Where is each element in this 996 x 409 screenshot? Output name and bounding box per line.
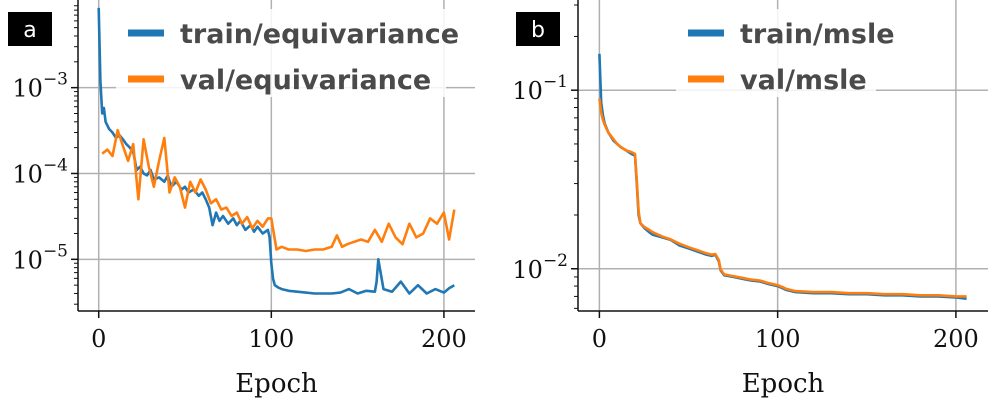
y-tick-label-1: 10−1 (512, 72, 568, 105)
x-tick-label-200: 200 (421, 325, 467, 353)
panel-letter-badge (8, 12, 52, 46)
x-axis-label: Epoch (742, 369, 825, 399)
series-line-val-equivariance (101, 128, 456, 253)
legend-box (116, 9, 446, 97)
series-line-val-msle (598, 98, 967, 298)
legend-label-train-msle: train/msle (740, 19, 895, 50)
legend-label-val-equivariance: val/equivariance (180, 65, 431, 96)
legend-label-train-equivariance: train/equivariance (180, 19, 459, 50)
panel-a: train/equivariance val/equivariance 0 100 20… (8, 0, 475, 399)
y-tick-label-2: 10−3 (12, 70, 68, 103)
panel-letter: a (23, 18, 36, 43)
panel-letter: b (531, 18, 545, 43)
y-tick-label-0: 10−2 (512, 251, 568, 284)
x-tick-label-100: 100 (755, 325, 801, 353)
legend-label-val-msle: val/msle (740, 65, 867, 96)
x-tick-label-0: 0 (592, 325, 607, 353)
x-tick-label-200: 200 (933, 325, 979, 353)
x-tick-label-100: 100 (248, 325, 294, 353)
panel-b: train/msle val/msle 0 100 200 10−2 10−1 Epoch b (512, 0, 988, 399)
x-axis-label: Epoch (235, 369, 318, 399)
x-tick-label-0: 0 (91, 325, 106, 353)
panel-letter-badge (516, 12, 560, 46)
y-tick-label-0: 10−5 (12, 241, 68, 274)
y-tick-label-1: 10−4 (12, 155, 68, 188)
